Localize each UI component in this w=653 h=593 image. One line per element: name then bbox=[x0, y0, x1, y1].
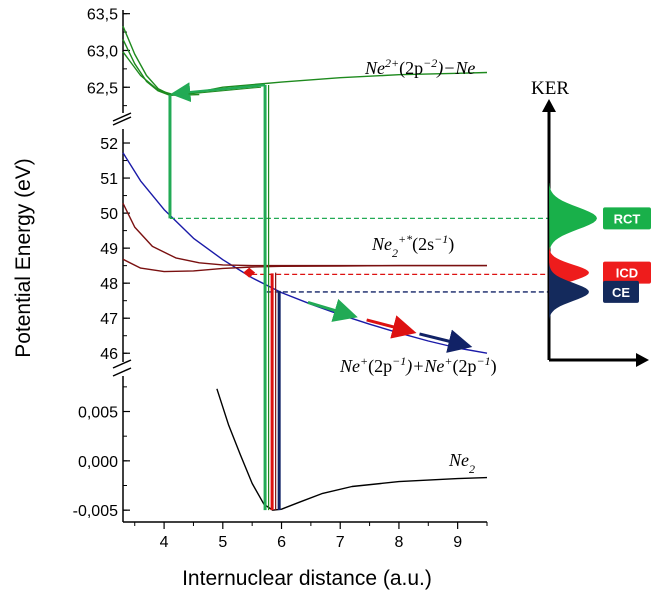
ker-badge-label: RCT bbox=[614, 211, 641, 226]
y-axis-label: Potential Energy (eV) bbox=[12, 158, 35, 358]
ker-baseline-arrowhead bbox=[636, 353, 649, 367]
motion-arrow bbox=[307, 298, 358, 322]
motion-arrow bbox=[180, 86, 262, 98]
crossing-marker bbox=[243, 267, 256, 278]
x-tick-label: 5 bbox=[218, 534, 227, 551]
motion-arrow bbox=[419, 329, 473, 353]
y-tick-label: 51 bbox=[100, 171, 118, 188]
ker-badge bbox=[603, 261, 651, 284]
series-line bbox=[216, 388, 488, 511]
motion-arrow bbox=[170, 82, 266, 103]
y-tick-label: 49 bbox=[100, 241, 118, 258]
ker-badge-label: ICD bbox=[616, 266, 638, 281]
x-tick-label: 4 bbox=[160, 534, 169, 551]
series-line bbox=[122, 51, 200, 97]
y-tick-label: 46 bbox=[100, 346, 118, 363]
curve-labels: Ne2+(2p−2)−Ne Ne2+*(2s−1) Ne+(2p−1)+Ne+(2p… bbox=[339, 56, 497, 476]
y-tick-label: -0,005 bbox=[73, 503, 118, 520]
axis-break-mark bbox=[112, 359, 132, 369]
axis-break-mark bbox=[112, 116, 132, 126]
y-tick-label: 0,000 bbox=[78, 454, 118, 471]
ker-badge-label: CE bbox=[612, 285, 630, 300]
y-tick-label: 63,5 bbox=[87, 7, 118, 24]
y-tick-label: 48 bbox=[100, 276, 118, 293]
transition-layer bbox=[168, 82, 549, 511]
axis-break-mark bbox=[112, 112, 132, 122]
y-tick-label: 47 bbox=[100, 311, 118, 328]
label-ne-plus-ne-plus: Ne+(2p−1)+Ne+(2p−1) bbox=[339, 354, 497, 377]
x-tick-label: 7 bbox=[336, 534, 345, 551]
axes: 62,563,063,546474849505152-0,0050,0000,0… bbox=[73, 7, 488, 551]
y-tick-label: 52 bbox=[100, 136, 118, 153]
ker-panel: KER RCT ICD CE bbox=[531, 78, 651, 367]
x-tick-label: 8 bbox=[394, 534, 403, 551]
ker-title: KER bbox=[531, 78, 569, 99]
y-tick-label: 50 bbox=[100, 206, 118, 223]
y-tick-label: 62,5 bbox=[87, 80, 118, 97]
y-tick-label: 0,005 bbox=[78, 405, 118, 422]
label-ne2-2s: Ne2+*(2s−1) bbox=[371, 232, 454, 260]
x-tick-label: 6 bbox=[277, 534, 286, 551]
x-axis-label: Internuclear distance (a.u.) bbox=[182, 567, 432, 590]
y-tick-label: 63,0 bbox=[87, 43, 118, 60]
series-layer bbox=[122, 25, 488, 511]
ker-axis-arrowhead bbox=[542, 99, 556, 112]
x-tick-label: 9 bbox=[453, 534, 462, 551]
ker-badge bbox=[603, 207, 651, 230]
axis-break-mark bbox=[112, 367, 132, 377]
ker-peak bbox=[549, 263, 589, 321]
ker-badge bbox=[603, 280, 639, 303]
motion-arrow bbox=[366, 315, 417, 339]
ker-peak bbox=[549, 183, 597, 254]
label-ne2plus-ne: Ne2+(2p−2)−Ne bbox=[364, 56, 475, 79]
label-ne2-ground: Ne2 bbox=[448, 450, 475, 476]
series-line bbox=[122, 258, 487, 273]
